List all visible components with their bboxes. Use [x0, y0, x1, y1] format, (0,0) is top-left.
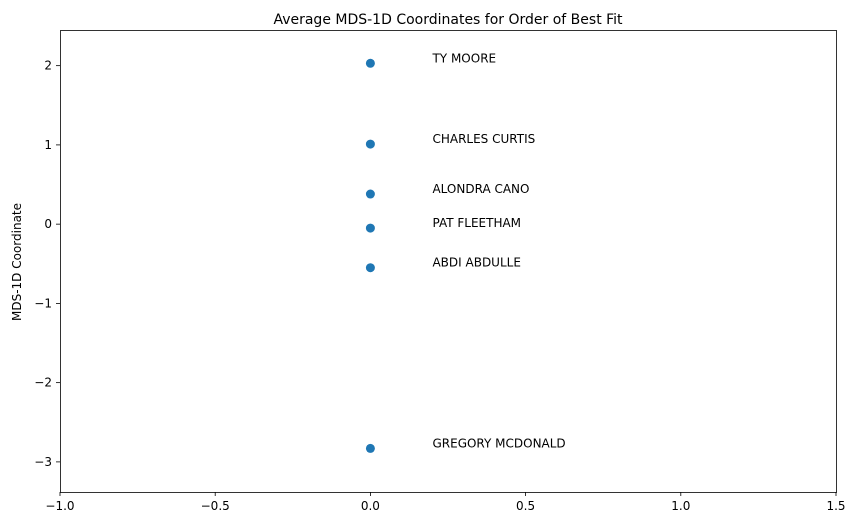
point-label: ALONDRA CANO [432, 182, 529, 196]
x-tick-label: −1.0 [45, 499, 74, 513]
x-tick-label: 0.0 [361, 499, 380, 513]
point-label: TY MOORE [431, 51, 496, 65]
data-points [365, 58, 375, 453]
chart-title: Average MDS-1D Coordinates for Order of … [273, 12, 623, 28]
y-tick-label: 2 [44, 59, 52, 73]
plot-frame [60, 30, 837, 493]
point-annotations: TY MOORE CHARLES CURTIS ALONDRA CANO PAT FL… [431, 51, 565, 450]
x-tick-label: −0.5 [201, 499, 230, 513]
data-point [365, 139, 375, 149]
y-axis: 2 1 0 −1 −2 −3 [34, 59, 60, 469]
point-label: PAT FLEETHAM [432, 216, 521, 230]
point-label: GREGORY MCDONALD [432, 436, 565, 450]
y-tick-label: −3 [34, 455, 52, 469]
x-tick-label: 1.5 [826, 499, 845, 513]
y-tick-label: 0 [44, 217, 52, 231]
data-point [365, 223, 375, 233]
y-tick-label: 1 [44, 138, 52, 152]
x-tick-label: 1.0 [671, 499, 690, 513]
data-point [365, 443, 375, 453]
x-axis: −1.0 −0.5 0.0 0.5 1.0 1.5 [45, 492, 846, 513]
x-tick-label: 0.5 [516, 499, 535, 513]
data-point [365, 189, 375, 199]
point-label: ABDI ABDULLE [432, 256, 520, 270]
data-point [365, 58, 375, 68]
point-label: CHARLES CURTIS [432, 132, 535, 146]
y-tick-label: −2 [34, 376, 52, 390]
y-axis-label: MDS-1D Coordinate [10, 203, 24, 321]
y-tick-label: −1 [34, 296, 52, 310]
data-point [365, 263, 375, 273]
